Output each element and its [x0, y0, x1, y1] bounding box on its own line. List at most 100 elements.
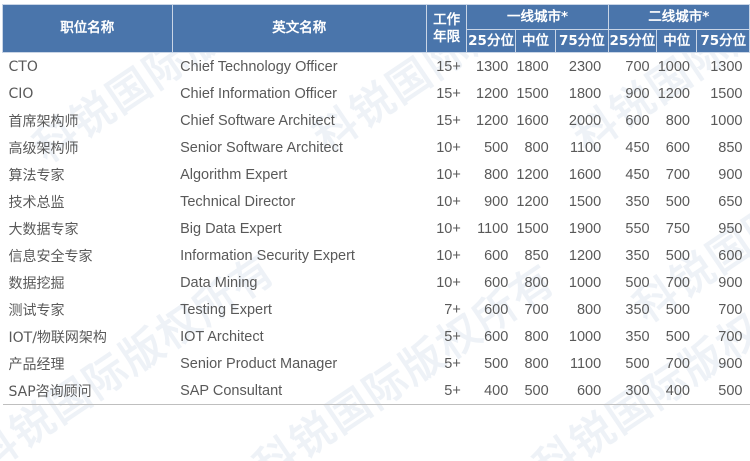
table-row[interactable]: IOT/物联网架构 IOT Architect 5+ 600 800 1000 350 500… [3, 323, 750, 350]
years-header-line-2: 年限 [433, 28, 461, 45]
header-row-percentiles: 25分位 中位 75分位 25分位 中位 75分位 [3, 29, 750, 53]
cell-job-title-en: Chief Software Architect [180, 112, 335, 129]
cell-tier1-p25: 1200 [476, 112, 509, 129]
cell-tier1-p50: 1600 [516, 112, 549, 129]
cell-years: 7+ [444, 301, 461, 318]
cell-job-title-cn: CTO [8, 58, 38, 75]
table-row[interactable]: CTO Chief Technology Officer 15+ 1300 1800 23… [3, 53, 750, 81]
cell-tier1-p75: 1100 [569, 139, 602, 156]
cell-job-title-cn: 技术总监 [8, 194, 65, 211]
column-group-header-tier2[interactable]: 二线城市* [607, 4, 750, 30]
cell-tier2-p25: 350 [625, 328, 650, 345]
cell-tier1-p75: 2300 [568, 58, 602, 75]
cell-tier1-p75: 1800 [568, 85, 602, 102]
cell-tier1-p50: 800 [524, 355, 549, 372]
cell-job-title-cn: 高级架构师 [8, 140, 79, 157]
cell-years: 5+ [444, 328, 461, 345]
cell-tier2-p25: 450 [625, 139, 650, 156]
cell-tier2-p75: 950 [718, 220, 743, 237]
cell-tier2-p75: 650 [718, 193, 743, 210]
cell-tier2-p75: 500 [696, 377, 750, 405]
cell-tier1-p25: 600 [484, 301, 509, 318]
cell-tier2-p25: 500 [625, 274, 650, 291]
cell-job-title-cn: 大数据专家 [8, 221, 79, 238]
column-header-tier2-p50[interactable]: 中位 [656, 29, 698, 53]
table-row[interactable]: 高级架构师 Senior Software Architect 10+ 500 800 1… [3, 134, 750, 161]
column-header-tier1-p75[interactable]: 75分位 [555, 29, 609, 53]
cell-tier1-p25: 500 [484, 355, 509, 372]
salary-table: 职位名称 英文名称 工作 年限 一线城市* 二线城市* 25分位 中位 75分位… [2, 4, 750, 405]
column-header-tier2-p25[interactable]: 25分位 [607, 29, 658, 53]
cell-tier1-p25: 800 [484, 166, 509, 183]
table-header: 职位名称 英文名称 工作 年限 一线城市* 二线城市* 25分位 中位 75分位… [2, 4, 750, 53]
cell-job-title-cn: 数据挖掘 [8, 275, 65, 292]
cell-job-title-cn: IOT/物联网架构 [8, 329, 107, 346]
cell-years: 10+ [436, 220, 461, 237]
cell-tier2-p75: 1300 [710, 58, 743, 75]
cell-tier2-p25: 700 [625, 58, 650, 75]
table-row[interactable]: 产品经理 Senior Product Manager 5+ 500 800 1100 50… [3, 350, 750, 377]
cell-tier2-p50: 500 [665, 328, 690, 345]
cell-tier2-p25: 350 [625, 247, 650, 264]
table-row[interactable]: 算法专家 Algorithm Expert 10+ 800 1200 1600 450 700… [3, 161, 750, 188]
column-header-job-title-cn[interactable]: 职位名称 [2, 4, 173, 53]
cell-tier1-p75: 800 [576, 301, 602, 318]
cell-job-title-en: Data Mining [180, 274, 258, 291]
cell-job-title-en: Chief Technology Officer [180, 58, 338, 75]
column-header-tier1-p25[interactable]: 25分位 [466, 29, 516, 53]
table-row[interactable]: 大数据专家 Big Data Expert 10+ 1100 1500 1900 550 75… [3, 215, 750, 242]
cell-tier2-p75: 900 [718, 166, 743, 183]
cell-tier2-p75: 700 [718, 328, 743, 345]
column-header-job-title-en[interactable]: 英文名称 [171, 4, 427, 53]
cell-job-title-en: Senior Software Architect [180, 139, 343, 156]
cell-job-title-cn: 测试专家 [8, 302, 65, 319]
cell-job-title-cn: 产品经理 [8, 356, 65, 373]
cell-years: 10+ [436, 166, 461, 183]
cell-tier2-p50: 400 [656, 377, 697, 405]
column-header-years[interactable]: 工作 年限 [425, 4, 468, 53]
cell-tier1-p75: 2000 [568, 112, 602, 129]
table-row[interactable]: 技术总监 Technical Director 10+ 900 1200 1500 350 5… [3, 188, 750, 215]
cell-tier1-p25: 400 [466, 377, 516, 405]
cell-tier1-p75: 1500 [568, 193, 602, 210]
table-row[interactable]: CIO Chief Information Officer 15+ 1200 1500 1… [3, 80, 750, 107]
cell-tier2-p25: 600 [625, 112, 650, 129]
table-row[interactable]: 数据挖掘 Data Mining 10+ 600 800 1000 500 700 900 [3, 269, 750, 296]
cell-job-title-cn: CIO [8, 85, 34, 102]
cell-tier2-p75: 1500 [710, 85, 743, 102]
cell-years: 15+ [436, 112, 461, 129]
table-row[interactable]: 测试专家 Testing Expert 7+ 600 700 800 350 500 700 [3, 296, 750, 323]
cell-tier1-p75: 1900 [568, 220, 602, 237]
cell-tier2-p75: 900 [718, 274, 743, 291]
cell-tier1-p25: 600 [484, 247, 509, 264]
cell-years: 5+ [444, 355, 461, 372]
cell-tier1-p25: 1300 [476, 58, 509, 75]
cell-tier2-p75: 850 [718, 139, 743, 156]
cell-tier1-p75: 1600 [568, 166, 602, 183]
cell-tier2-p50: 1200 [657, 85, 690, 102]
cell-tier2-p50: 500 [665, 193, 690, 210]
cell-job-title-en: SAP Consultant [172, 377, 427, 405]
table-row[interactable]: SAP咨询顾问 SAP Consultant 5+ 400 500 600 300 400 50… [2, 377, 750, 405]
column-header-tier1-p50[interactable]: 中位 [514, 29, 557, 53]
column-group-header-tier1[interactable]: 一线城市* [466, 4, 609, 30]
table-row[interactable]: 信息安全专家 Information Security Expert 10+ 600 8… [3, 242, 750, 269]
cell-tier2-p75: 1000 [710, 112, 743, 129]
cell-tier1-p25: 1100 [477, 220, 509, 237]
cell-job-title-cn: 信息安全专家 [8, 248, 93, 265]
cell-years: 10+ [436, 247, 461, 264]
table-row[interactable]: 首席架构师 Chief Software Architect 15+ 1200 1600… [3, 107, 750, 134]
column-header-tier2-p75[interactable]: 75分位 [696, 29, 750, 53]
cell-tier2-p25: 550 [625, 220, 650, 237]
cell-job-title-cn: 首席架构师 [8, 113, 79, 130]
cell-job-title-en: Chief Information Officer [180, 85, 337, 102]
cell-years: 10+ [436, 193, 461, 210]
cell-tier2-p25: 350 [625, 193, 650, 210]
cell-tier2-p50: 500 [665, 301, 690, 318]
cell-tier1-p25: 500 [484, 139, 509, 156]
cell-tier2-p50: 700 [665, 274, 690, 291]
table-body: CTO Chief Technology Officer 15+ 1300 1800 23… [2, 53, 750, 405]
cell-tier1-p25: 900 [484, 193, 509, 210]
cell-tier2-p25: 300 [608, 377, 657, 405]
cell-tier1-p25: 1200 [476, 85, 509, 102]
